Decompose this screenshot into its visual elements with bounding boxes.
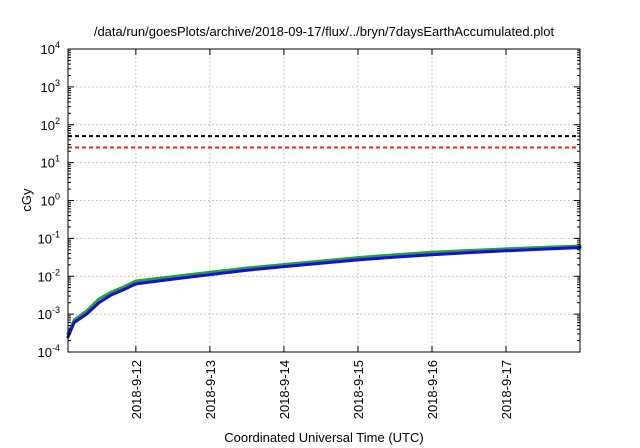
series-line-1	[66, 244, 582, 336]
grid	[68, 49, 580, 352]
y-axis: 10-4 10-3 10-2 10-1 100 101 102 103 104	[38, 40, 580, 360]
x-axis-label: Coordinated Universal Time (UTC)	[224, 430, 423, 445]
x-tick-label: 2018-9-15	[351, 360, 366, 419]
series-group	[66, 244, 582, 339]
x-tick-label: 2018-9-13	[203, 360, 218, 419]
y-tick-label: 101	[41, 154, 60, 171]
y-axis-label: cGy	[19, 188, 34, 212]
reference-lines	[68, 135, 580, 149]
series-line-2	[66, 246, 582, 339]
chart-title: /data/run/goesPlots/archive/2018-09-17/f…	[94, 24, 555, 39]
x-tick-label: 2018-9-14	[277, 360, 292, 419]
y-tick-label: 103	[41, 78, 60, 95]
x-tick-label: 2018-9-12	[129, 360, 144, 419]
y-tick-label: 10-4	[38, 343, 60, 360]
x-tick-label: 2018-9-16	[425, 360, 440, 419]
y-tick-label: 10-2	[38, 267, 60, 284]
y-tick-label: 10-3	[38, 305, 60, 322]
y-tick-label: 104	[41, 40, 60, 57]
y-tick-label: 100	[41, 192, 60, 209]
y-tick-label: 10-1	[38, 229, 60, 246]
y-tick-label: 102	[41, 116, 60, 133]
x-axis: 2018-9-12 2018-9-13 2018-9-14 2018-9-15 2018…	[129, 49, 514, 419]
x-tick-label: 2018-9-17	[499, 360, 514, 419]
